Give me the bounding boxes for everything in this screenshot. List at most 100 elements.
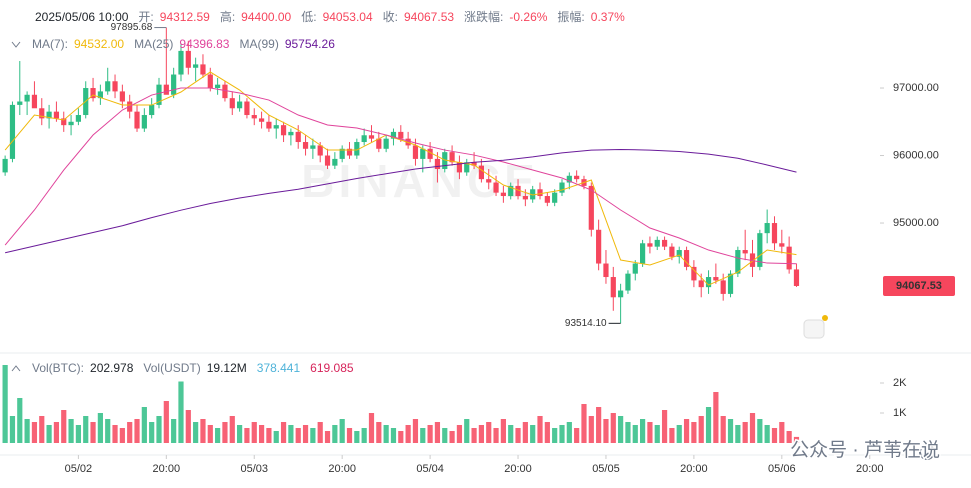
vol-legend: Vol(BTC): 202.978 Vol(USDT) 19.12M 378.441 61…: [32, 361, 358, 375]
candle-body: [61, 118, 67, 126]
volume-bar: [185, 410, 191, 443]
candle-body: [178, 50, 184, 75]
volume-bar: [75, 425, 82, 443]
candle-body: [676, 250, 682, 257]
info-value: 94067.53: [403, 9, 455, 24]
vol-legend-value: 202.978: [90, 361, 134, 375]
candle-body: [141, 115, 147, 129]
high-annotation: 97895.68: [111, 22, 153, 33]
volume-bar: [610, 413, 616, 443]
candle-body: [764, 223, 770, 234]
candle-body: [149, 104, 155, 116]
y-tick-label: 96000.00: [893, 149, 939, 161]
info-label: 开:: [138, 10, 154, 24]
candle-body: [295, 131, 301, 143]
info-label: 振幅:: [557, 10, 585, 24]
candle-body: [618, 290, 624, 298]
volume-bar: [735, 425, 741, 443]
candle-body: [237, 101, 243, 109]
candle-body: [75, 115, 82, 122]
candle-body: [727, 273, 734, 294]
candle-body: [134, 111, 140, 129]
candle-body: [793, 269, 800, 286]
volume-bar: [427, 425, 433, 443]
candle-body: [515, 185, 521, 197]
volume-bar: [683, 419, 690, 443]
volume-bar: [141, 407, 147, 443]
volume-bar: [471, 428, 477, 443]
candle-body: [705, 277, 712, 288]
candle-body: [471, 162, 477, 166]
volume-bar: [178, 381, 184, 443]
volume-bar: [705, 407, 712, 443]
volume-bar: [61, 410, 67, 443]
volume-bar: [412, 419, 419, 443]
volume-bar: [786, 431, 792, 443]
candle-body: [112, 81, 118, 92]
candle-body: [464, 162, 470, 173]
legend-value: 94396.83: [179, 37, 230, 51]
volume-bar: [97, 413, 103, 443]
volume-bar: [698, 416, 704, 443]
candle-body: [742, 250, 748, 254]
candle-body: [603, 263, 609, 278]
candle-body: [625, 273, 631, 291]
volume-bar: [757, 419, 763, 443]
candle-body: [258, 118, 265, 122]
candle-body: [713, 277, 719, 281]
info-label: 涨跌幅:: [464, 10, 504, 24]
candle-body: [757, 233, 763, 267]
info-row: 2025/05/06 10:00 开: 94312.59 高: 94400.00 低: 94…: [35, 8, 629, 25]
volume-bar: [258, 425, 265, 443]
collapse-icon[interactable]: [11, 365, 21, 372]
x-tick-label: 05/04: [416, 463, 444, 475]
volume-bar: [515, 428, 521, 443]
volume-bar: [493, 428, 499, 443]
candle-body: [376, 138, 382, 149]
tool-icon[interactable]: [803, 319, 825, 339]
candle-body: [691, 266, 697, 281]
ma-line: [4, 71, 797, 286]
volume-bar: [200, 419, 206, 443]
volume-bar: [793, 436, 800, 443]
vol-legend-value: 19.12M: [206, 361, 247, 375]
candle-body: [398, 131, 404, 139]
volume-bar: [764, 425, 770, 443]
candle-body: [720, 280, 726, 294]
candle-body: [442, 152, 448, 170]
candle-body: [280, 125, 287, 136]
candle-body: [244, 101, 250, 116]
volume-bar: [273, 431, 279, 443]
candle-body: [500, 192, 506, 197]
candle-body: [530, 189, 536, 200]
candle-body: [9, 104, 16, 159]
volume-bar: [376, 422, 382, 443]
candle-body: [2, 158, 8, 173]
x-tick-label: 05/02: [65, 463, 93, 475]
candle-body: [683, 250, 690, 267]
settings-icon[interactable]: [919, 444, 935, 460]
candle-body: [251, 115, 257, 119]
candle-body: [317, 145, 323, 156]
candle-body: [537, 189, 543, 197]
volume-bar: [112, 425, 118, 443]
volume-bar: [266, 428, 272, 443]
candle-body: [552, 192, 558, 203]
candle-body: [193, 64, 199, 68]
candle-body: [427, 148, 433, 159]
volume-bar: [530, 425, 536, 443]
volume-bar: [295, 428, 301, 443]
volume-bar: [654, 425, 660, 443]
candle-body: [31, 94, 38, 109]
volume-bar: [361, 428, 367, 443]
info-value: 0.37%: [590, 9, 625, 24]
volume-bar: [500, 419, 506, 443]
collapse-icon[interactable]: [11, 41, 21, 48]
volume-bar: [544, 422, 550, 443]
candle-body: [588, 185, 594, 230]
volume-bar: [332, 425, 338, 443]
volume-bar: [603, 419, 609, 443]
candle-body: [39, 108, 45, 119]
volume-bar: [442, 428, 448, 443]
price-tag-label: 94067.53: [896, 280, 942, 292]
